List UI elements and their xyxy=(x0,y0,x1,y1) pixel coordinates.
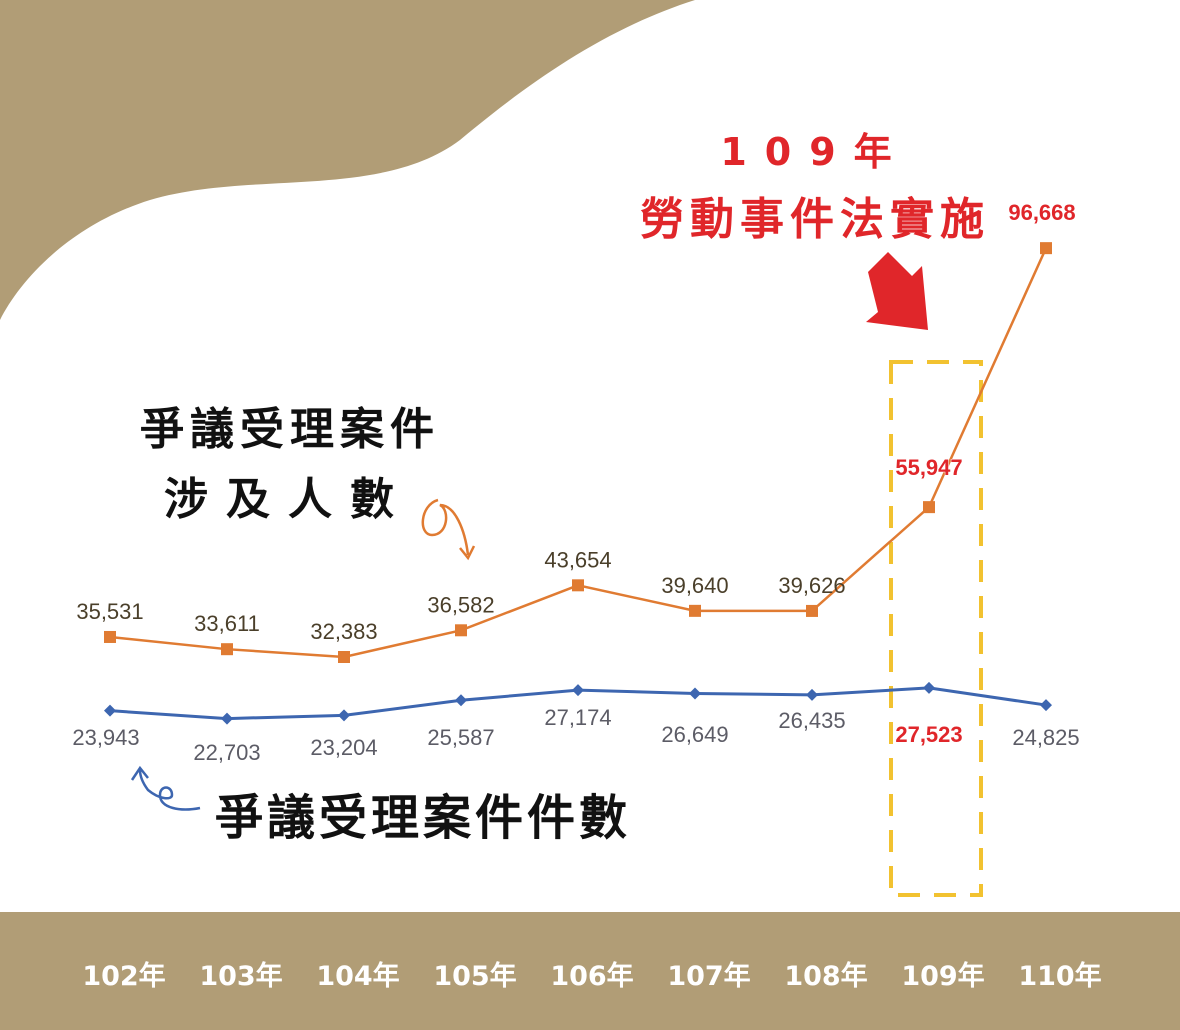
data-point xyxy=(1040,242,1052,255)
data-label: 27,523 xyxy=(895,722,962,747)
data-point xyxy=(221,643,233,656)
decorative-blob xyxy=(0,0,695,320)
data-label: 22,703 xyxy=(193,740,260,765)
data-label: 32,383 xyxy=(310,619,377,644)
data-point xyxy=(923,681,935,694)
data-point xyxy=(455,624,467,637)
x-tick-label: 110年 xyxy=(1018,960,1101,992)
x-tick-label: 109年 xyxy=(901,960,984,992)
people-swirl-arrow-icon xyxy=(421,498,476,561)
data-point xyxy=(104,704,116,717)
data-point xyxy=(104,630,116,643)
data-label: 35,531 xyxy=(76,599,143,624)
data-label: 96,668 xyxy=(1008,200,1075,225)
x-tick-label: 108年 xyxy=(784,960,867,992)
x-tick-label: 102年 xyxy=(82,960,165,992)
data-label: 36,582 xyxy=(427,592,494,617)
highlight-box xyxy=(889,360,983,897)
data-label: 55,947 xyxy=(895,455,962,480)
x-tick-label: 106年 xyxy=(550,960,633,992)
data-label: 23,943 xyxy=(72,725,139,750)
data-label: 33,611 xyxy=(194,611,260,636)
law-year: 109年 xyxy=(720,130,910,174)
red-arrow-icon xyxy=(866,252,928,330)
x-tick-label: 104年 xyxy=(316,960,399,992)
data-point xyxy=(689,687,701,700)
x-axis-band xyxy=(0,912,1180,1030)
data-point xyxy=(572,684,584,697)
data-point xyxy=(572,579,584,592)
data-point xyxy=(455,694,467,707)
people-series-label: 爭議受理案件 涉及人數 xyxy=(140,395,440,535)
cases-series-label: 爭議受理案件件數 xyxy=(215,790,632,846)
cases-swirl-arrow-icon xyxy=(130,765,201,811)
data-label: 27,174 xyxy=(544,705,611,730)
law-annotation: 109年 勞動事件法實施 xyxy=(640,118,990,254)
data-point xyxy=(1040,699,1052,712)
data-point xyxy=(689,604,701,617)
data-point xyxy=(338,651,350,663)
people-label-line1: 爭議受理案件 xyxy=(140,404,440,455)
x-tick-label: 103年 xyxy=(199,960,282,992)
data-label: 39,640 xyxy=(661,573,728,598)
data-label: 23,204 xyxy=(310,735,377,760)
law-text: 勞動事件法實施 xyxy=(640,194,990,245)
data-point xyxy=(806,604,818,617)
x-tick-label: 107年 xyxy=(667,960,750,992)
data-point xyxy=(806,688,818,701)
people-label-line2: 涉及人數 xyxy=(164,474,412,525)
data-label: 26,435 xyxy=(778,708,845,733)
data-label: 39,626 xyxy=(778,573,845,598)
data-point xyxy=(221,712,233,725)
data-point xyxy=(338,709,350,722)
data-label: 25,587 xyxy=(427,725,494,750)
data-label: 24,825 xyxy=(1012,725,1079,750)
data-label: 26,649 xyxy=(661,722,728,747)
data-label: 43,654 xyxy=(544,547,611,572)
data-point xyxy=(923,501,935,514)
x-tick-label: 105年 xyxy=(433,960,516,992)
